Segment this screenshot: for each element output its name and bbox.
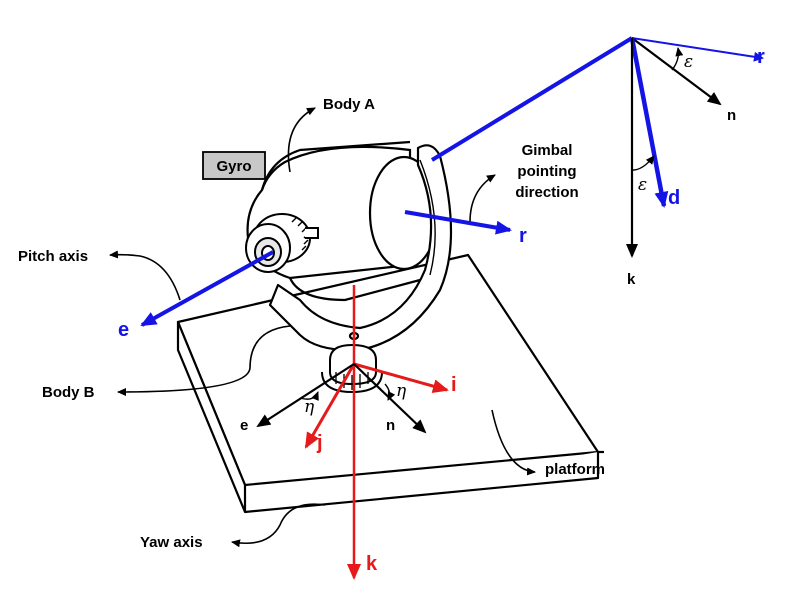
epsilon-arc-top xyxy=(671,47,684,71)
yaw-axis-label: Yaw axis xyxy=(140,534,203,551)
eta-arc-left xyxy=(299,391,319,401)
base-frame xyxy=(256,285,449,580)
eta-label-left: η xyxy=(304,397,315,417)
vector-d xyxy=(629,37,669,208)
r-label-top: r xyxy=(757,46,765,68)
gimbal-label-line1: Gimbal xyxy=(522,142,573,159)
i-label: i xyxy=(451,374,457,396)
body-b-label: Body B xyxy=(42,384,95,401)
gimbal-pointing-line xyxy=(430,36,634,162)
epsilon-arc-lower xyxy=(632,155,655,171)
leader-arrows xyxy=(109,107,536,548)
platform-label: platform xyxy=(545,461,605,478)
vector-i xyxy=(353,362,449,393)
vector-e-base xyxy=(256,363,355,428)
n-label-top: n xyxy=(727,107,736,124)
vector-e-pitch xyxy=(140,250,274,327)
j-label: j xyxy=(316,432,323,454)
eta-arc-right xyxy=(384,383,396,401)
pointing-frame xyxy=(626,37,764,258)
vector-r-top xyxy=(631,37,764,62)
vector-r-body xyxy=(404,210,512,235)
gimbal-label-line2: pointing xyxy=(517,163,576,180)
k-label-yaw: k xyxy=(366,553,378,575)
n-label-base: n xyxy=(386,417,395,434)
platform xyxy=(176,253,604,514)
k-label-top: k xyxy=(627,271,636,288)
gyro-label: Gyro xyxy=(216,158,251,175)
vector-n-top xyxy=(631,37,722,106)
d-label: d xyxy=(668,187,680,209)
e-label-base: e xyxy=(240,417,248,434)
pitch-axis-label: Pitch axis xyxy=(18,248,88,265)
gyro-box: Gyro xyxy=(202,151,266,180)
epsilon-label-lower: ε xyxy=(638,175,647,195)
e-label-pitch: e xyxy=(118,319,129,341)
gimbal-label-line3: direction xyxy=(515,184,578,201)
vector-j xyxy=(304,363,356,449)
blue-vectors xyxy=(140,36,634,327)
r-label-body: r xyxy=(519,225,527,247)
body-a-label: Body A xyxy=(323,96,375,113)
eta-label-right: η xyxy=(396,381,407,401)
text-labels: Body A Gimbal pointing direction Pitch a… xyxy=(18,46,765,575)
epsilon-label-top: ε xyxy=(684,52,693,72)
